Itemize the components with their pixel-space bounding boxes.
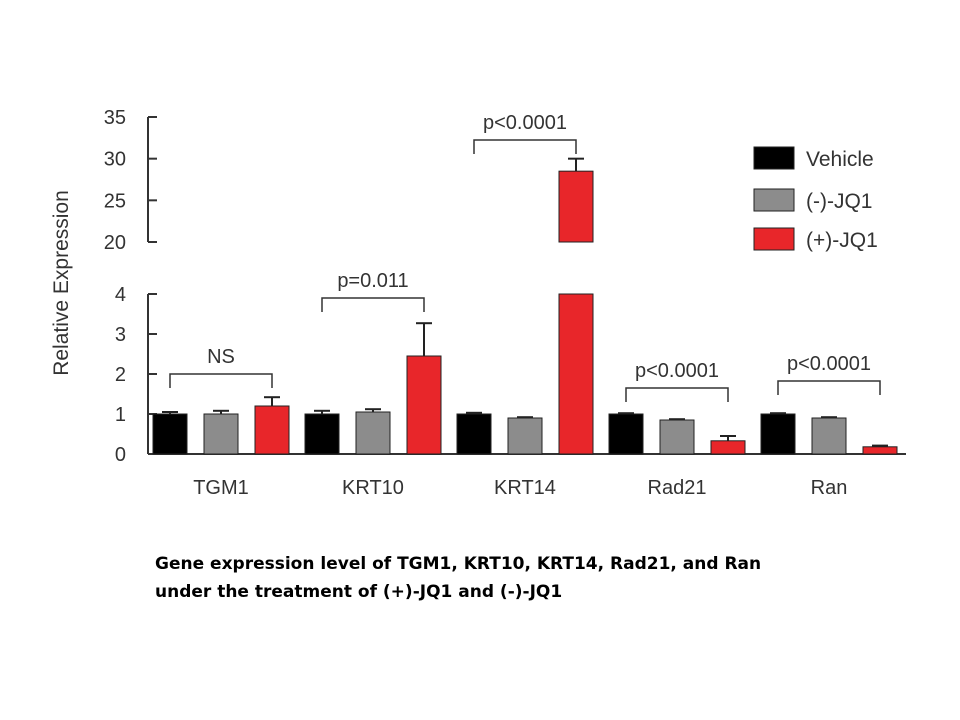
bar-lower-part	[558, 293, 594, 455]
significance-label: p<0.0001	[483, 112, 567, 134]
significance-bracket	[625, 387, 729, 402]
bar	[862, 446, 898, 455]
caption-line-2: under the treatment of (+)-JQ1 and (-)-J…	[155, 582, 563, 602]
figure-caption: Gene expression level of TGM1, KRT10, KR…	[155, 550, 855, 606]
bar-upper-part	[558, 170, 594, 243]
bar	[203, 413, 239, 455]
bar	[355, 411, 391, 455]
caption-line-1: Gene expression level of TGM1, KRT10, KR…	[155, 554, 762, 574]
y-tick-label: 25	[104, 190, 126, 212]
bar	[811, 417, 847, 455]
bar	[710, 440, 746, 455]
significance-label: p<0.0001	[787, 353, 871, 375]
significance-label: p=0.011	[337, 270, 408, 292]
x-tick-label: KRT10	[342, 477, 404, 499]
legend-label: (+)-JQ1	[806, 229, 878, 252]
legend-swatch	[753, 188, 795, 212]
x-tick-label: TGM1	[193, 477, 249, 499]
y-tick-label: 2	[115, 364, 126, 386]
bar	[152, 413, 188, 455]
significance-bracket	[321, 297, 425, 312]
y-tick-label: 0	[115, 444, 126, 466]
legend-label: Vehicle	[806, 148, 874, 171]
y-tick-label: 30	[104, 149, 126, 171]
significance-label: NS	[207, 346, 235, 368]
y-tick-label: 4	[115, 284, 126, 306]
legend-swatch	[753, 146, 795, 170]
significance-label: p<0.0001	[635, 360, 719, 382]
bar	[304, 413, 340, 455]
legend-swatch	[753, 227, 795, 251]
bar	[507, 417, 543, 455]
y-tick-label: 20	[104, 232, 126, 254]
x-tick-label: Rad21	[648, 477, 707, 499]
y-tick-label: 3	[115, 324, 126, 346]
x-tick-label: Ran	[811, 477, 848, 499]
bar	[406, 355, 442, 455]
y-tick-label: 35	[104, 107, 126, 129]
bar	[608, 413, 644, 455]
bar	[456, 413, 492, 455]
significance-bracket	[777, 380, 881, 395]
legend-label: (-)-JQ1	[806, 190, 873, 213]
y-tick-label: 1	[115, 404, 126, 426]
significance-bracket	[169, 373, 273, 388]
x-tick-label: KRT14	[494, 477, 556, 499]
bar	[659, 419, 695, 455]
bar	[760, 413, 796, 455]
bar	[254, 405, 290, 455]
y-axis-label: Relative Expression	[50, 190, 73, 376]
significance-bracket	[473, 139, 577, 154]
